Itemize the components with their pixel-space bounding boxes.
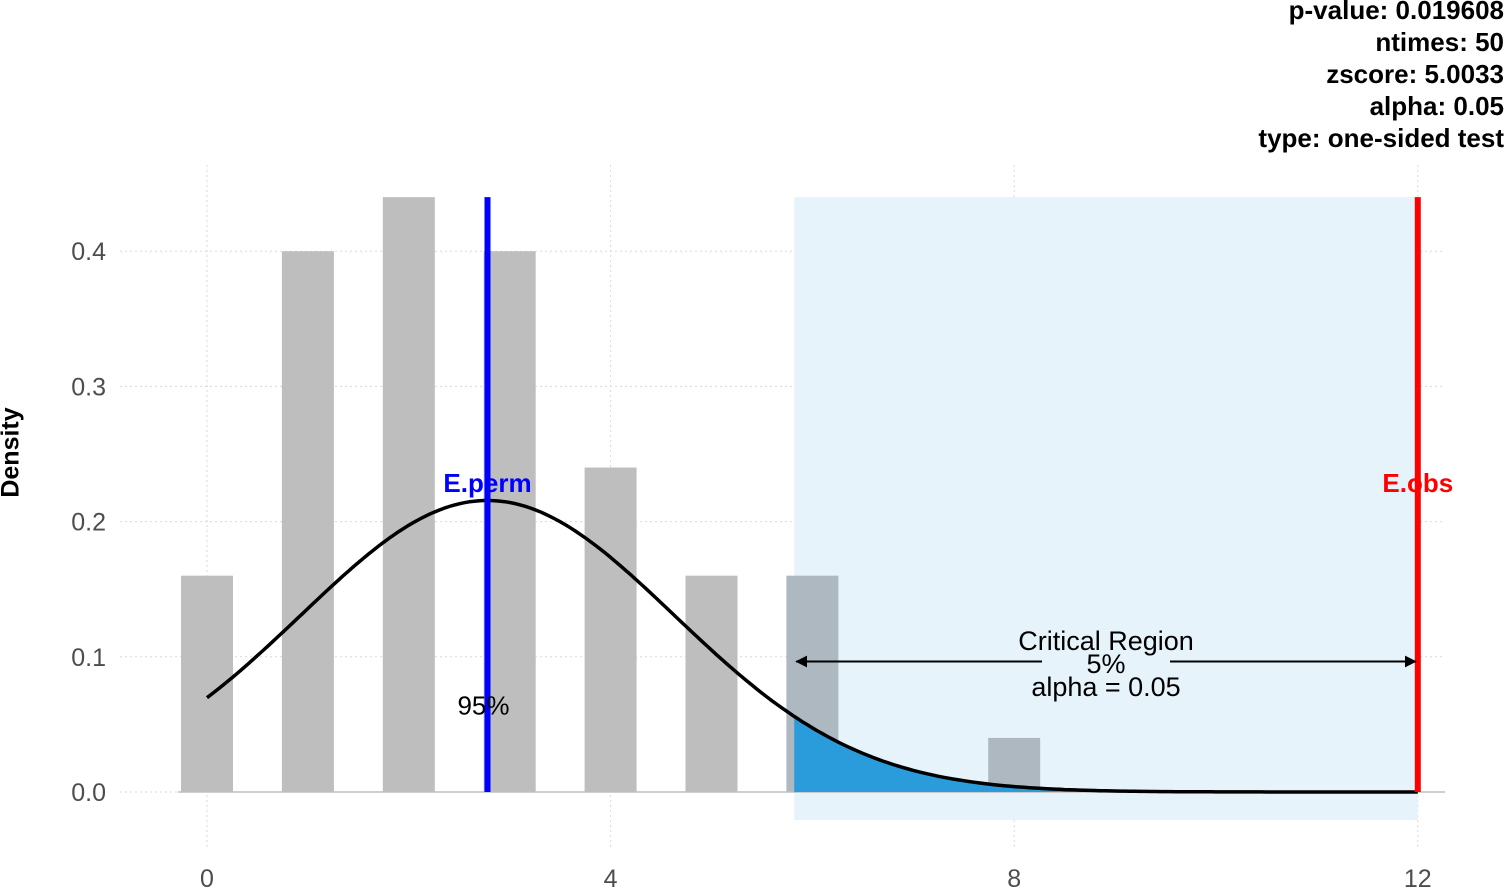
y-tick-label: 0.0	[71, 779, 106, 807]
x-tick-label: 12	[1404, 865, 1432, 889]
histogram-bar	[685, 575, 738, 792]
density-curve	[205, 498, 1418, 794]
critical-region-alpha: alpha = 0.05	[1031, 672, 1180, 702]
critical-region-percent: 5%	[1087, 649, 1126, 679]
type-text: type: one-sided test	[1258, 123, 1504, 153]
histogram-bar	[382, 197, 435, 792]
y-tick-label: 0.2	[71, 509, 106, 537]
pvalue-text: p-value: 0.019608	[1288, 0, 1504, 25]
e-obs-label: E.obs	[1382, 468, 1453, 498]
x-tick-label: 4	[604, 865, 618, 889]
y-tick-label: 0.3	[71, 373, 106, 401]
e-perm-label: E.perm	[443, 468, 531, 498]
critical-region-label: Critical Region	[1018, 626, 1194, 656]
stats-box: p-value: 0.019608 ntimes: 50 zscore: 5.0…	[1258, 0, 1504, 154]
critical-region-layer	[794, 197, 1418, 820]
arrow-label-gap	[1042, 657, 1171, 666]
histogram-bar	[584, 467, 637, 792]
axis-ticks: 0.0 0.1 0.2 0.3 0.4 0 4 8 12	[71, 238, 1431, 889]
y-tick-label: 0.1	[71, 644, 106, 672]
alpha-text: alpha: 0.05	[1369, 91, 1504, 121]
critical-region-area	[794, 197, 1418, 820]
y-tick-label: 0.4	[71, 238, 106, 266]
ntimes-text: ntimes: 50	[1375, 27, 1504, 57]
reference-lines	[484, 197, 1421, 792]
percent-annotation: 95%	[457, 690, 509, 720]
tail-area-layer	[794, 716, 1418, 792]
histogram-bar	[281, 251, 334, 792]
x-tick-label: 8	[1007, 865, 1021, 889]
density-curve-layer	[205, 498, 1418, 794]
tail-area	[794, 716, 1418, 792]
histogram-bar	[988, 737, 1041, 792]
zscore-text: zscore: 5.0033	[1326, 59, 1504, 89]
histogram-bar	[483, 251, 536, 792]
x-tick-label: 0	[200, 865, 214, 889]
